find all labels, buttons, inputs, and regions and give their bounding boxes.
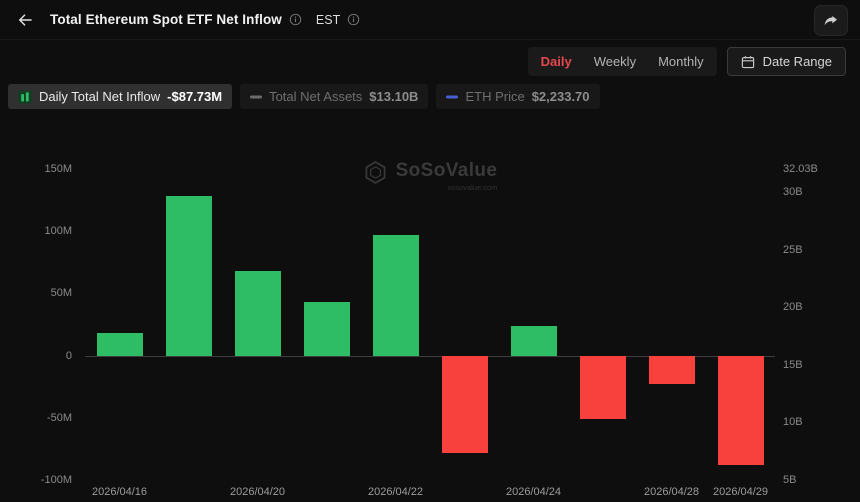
legend-value: $13.10B — [369, 89, 419, 104]
bar-2026/04/29[interactable] — [717, 355, 764, 465]
mini-bar-chart-icon — [18, 90, 32, 103]
y-axis-left-label: 150M — [44, 163, 72, 175]
y-axis-right-label: 30B — [783, 186, 803, 199]
bar-2026/04/22[interactable] — [372, 234, 419, 356]
timezone-label: EST — [315, 12, 341, 27]
page-title: Total Ethereum Spot ETF Net Inflow — [50, 12, 282, 27]
legend-label: Total Net Assets — [269, 89, 363, 104]
y-axis-right-label: 32.03B — [783, 163, 818, 175]
tab-daily[interactable]: Daily — [540, 54, 572, 69]
info-icon[interactable] — [289, 13, 302, 26]
bar-2026/04/21[interactable] — [303, 302, 350, 356]
y-axis-left-label: 100M — [44, 225, 72, 238]
y-axis-right-label: 25B — [783, 243, 803, 256]
dash-icon — [250, 95, 263, 98]
tab-weekly[interactable]: Weekly — [593, 54, 637, 69]
sosovalue-logo-icon — [365, 161, 385, 184]
bar-2026/04/23[interactable] — [441, 355, 488, 453]
legend-item-eth-price[interactable]: ETH Price $2,233.70 — [436, 84, 600, 109]
chart-legend: Daily Total Net Inflow -$87.73M Total Ne… — [8, 84, 600, 109]
legend-label: ETH Price — [465, 89, 525, 104]
bar-2026/04/16[interactable] — [96, 333, 143, 356]
y-axis-left-label: -50M — [46, 411, 72, 424]
legend-label: Daily Total Net Inflow — [39, 89, 161, 104]
date-range-button[interactable]: Date Range — [726, 47, 846, 76]
interval-tabs: Daily Weekly Monthly — [527, 47, 717, 76]
y-axis-right-label: 15B — [783, 358, 803, 371]
share-button[interactable] — [814, 5, 848, 36]
y-axis-right-label: 10B — [783, 416, 803, 429]
arrow-left-icon — [19, 13, 32, 26]
toolbar: Daily Weekly Monthly Date Range — [527, 47, 846, 76]
watermark: SoSoValue sosovalue.com — [0, 160, 860, 192]
x-axis-label: 2026/04/28 — [643, 486, 700, 498]
date-range-label: Date Range — [762, 54, 832, 69]
y-axis-left-label: -100M — [40, 474, 72, 486]
info-icon[interactable] — [347, 13, 360, 26]
share-arrow-icon — [824, 15, 837, 25]
x-axis-label: 2026/04/24 — [505, 486, 562, 498]
bar-2026/04/17[interactable] — [165, 196, 212, 356]
watermark-name: SoSoValue — [395, 160, 498, 181]
zero-axis-line — [85, 355, 775, 357]
chart-area: SoSoValue sosovalue.com 150M 100M 50M 0 -50M… — [0, 130, 860, 502]
bar-2026/04/20[interactable] — [234, 271, 281, 356]
y-axis-left-label: 0 — [65, 349, 72, 362]
bar-2026/04/24[interactable] — [510, 325, 557, 356]
legend-item-daily-net-inflow[interactable]: Daily Total Net Inflow -$87.73M — [8, 84, 233, 109]
watermark-domain: sosovalue.com — [447, 183, 498, 192]
back-button[interactable] — [12, 7, 38, 33]
y-axis-left-label: 50M — [50, 287, 72, 300]
tab-monthly[interactable]: Monthly — [658, 54, 704, 69]
x-axis-label: 2026/04/16 — [91, 486, 148, 498]
x-axis-label: 2026/04/20 — [229, 486, 286, 498]
x-axis-label: 2026/04/29 — [712, 486, 769, 498]
bar-2026/04/28[interactable] — [648, 355, 695, 385]
header: Total Ethereum Spot ETF Net Inflow EST — [0, 0, 860, 40]
x-axis-label: 2026/04/22 — [367, 486, 424, 498]
legend-item-total-net-assets[interactable]: Total Net Assets $13.10B — [240, 84, 429, 109]
legend-value: -$87.73M — [167, 89, 223, 104]
calendar-icon — [741, 55, 754, 68]
y-axis-right-label: 5B — [783, 474, 797, 486]
y-axis-right-label: 20B — [783, 301, 803, 314]
legend-value: $2,233.70 — [531, 89, 590, 104]
bar-2026/04/27[interactable] — [579, 355, 626, 420]
dash-icon — [446, 95, 459, 98]
